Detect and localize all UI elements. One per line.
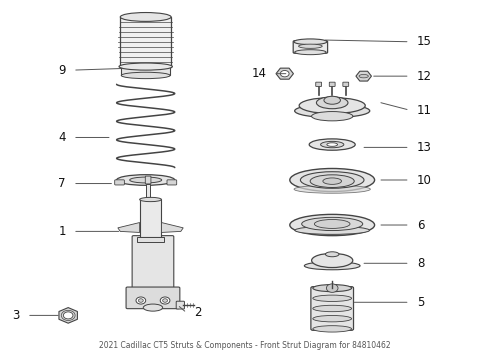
- Ellipse shape: [294, 185, 370, 193]
- Ellipse shape: [317, 97, 348, 109]
- Circle shape: [136, 297, 146, 304]
- FancyBboxPatch shape: [140, 199, 161, 237]
- Text: 15: 15: [417, 35, 432, 48]
- Ellipse shape: [290, 168, 374, 192]
- Circle shape: [280, 71, 289, 77]
- FancyBboxPatch shape: [343, 82, 349, 86]
- FancyBboxPatch shape: [176, 301, 184, 309]
- Text: 11: 11: [417, 104, 432, 117]
- Circle shape: [160, 297, 170, 304]
- FancyBboxPatch shape: [293, 41, 328, 53]
- Polygon shape: [118, 222, 140, 233]
- Ellipse shape: [313, 305, 352, 312]
- FancyBboxPatch shape: [121, 67, 170, 76]
- Ellipse shape: [312, 112, 353, 121]
- FancyBboxPatch shape: [126, 287, 180, 309]
- Ellipse shape: [315, 220, 350, 228]
- Ellipse shape: [294, 104, 370, 117]
- Ellipse shape: [323, 178, 342, 184]
- Ellipse shape: [325, 252, 339, 257]
- Ellipse shape: [298, 44, 322, 48]
- Ellipse shape: [312, 253, 353, 267]
- Ellipse shape: [302, 217, 363, 230]
- Text: 12: 12: [417, 69, 432, 83]
- Ellipse shape: [327, 143, 338, 146]
- Polygon shape: [276, 68, 294, 79]
- FancyBboxPatch shape: [115, 180, 124, 185]
- Circle shape: [326, 284, 338, 292]
- Ellipse shape: [117, 175, 175, 185]
- Text: 10: 10: [417, 174, 432, 186]
- Ellipse shape: [143, 304, 163, 311]
- Circle shape: [63, 312, 73, 319]
- Ellipse shape: [300, 172, 364, 188]
- Ellipse shape: [120, 13, 171, 21]
- Ellipse shape: [313, 284, 352, 292]
- FancyBboxPatch shape: [316, 82, 321, 86]
- Text: 7: 7: [58, 177, 66, 190]
- Ellipse shape: [294, 39, 327, 45]
- Text: 8: 8: [417, 257, 424, 270]
- FancyBboxPatch shape: [120, 17, 171, 67]
- FancyBboxPatch shape: [311, 287, 353, 330]
- Polygon shape: [161, 222, 183, 233]
- Ellipse shape: [304, 262, 360, 270]
- FancyBboxPatch shape: [146, 184, 150, 199]
- Text: 5: 5: [417, 296, 424, 309]
- Circle shape: [138, 299, 143, 302]
- Ellipse shape: [119, 63, 172, 70]
- FancyBboxPatch shape: [137, 237, 164, 242]
- Ellipse shape: [313, 315, 352, 322]
- FancyBboxPatch shape: [132, 236, 174, 294]
- Text: 2021 Cadillac CT5 Struts & Components - Front Strut Diagram for 84810462: 2021 Cadillac CT5 Struts & Components - …: [99, 341, 391, 350]
- Text: 13: 13: [417, 141, 432, 154]
- Text: 14: 14: [252, 67, 267, 80]
- Ellipse shape: [310, 175, 354, 188]
- FancyBboxPatch shape: [167, 180, 177, 185]
- Ellipse shape: [299, 98, 365, 113]
- Text: 4: 4: [58, 131, 66, 144]
- Text: 6: 6: [417, 219, 424, 231]
- Text: 9: 9: [58, 64, 66, 77]
- Ellipse shape: [295, 226, 369, 234]
- Text: 1: 1: [58, 225, 66, 238]
- Ellipse shape: [324, 96, 341, 104]
- Ellipse shape: [294, 50, 326, 55]
- Polygon shape: [356, 71, 371, 81]
- Ellipse shape: [290, 215, 374, 236]
- Ellipse shape: [320, 141, 344, 148]
- Circle shape: [163, 299, 168, 302]
- FancyBboxPatch shape: [146, 176, 151, 184]
- Ellipse shape: [140, 197, 161, 202]
- Ellipse shape: [359, 75, 368, 78]
- Ellipse shape: [313, 295, 352, 301]
- Ellipse shape: [313, 326, 352, 332]
- Ellipse shape: [121, 72, 170, 78]
- Text: 3: 3: [12, 309, 20, 322]
- Polygon shape: [59, 307, 77, 323]
- Ellipse shape: [309, 139, 355, 150]
- Text: 2: 2: [194, 306, 201, 319]
- Ellipse shape: [130, 177, 162, 183]
- FancyBboxPatch shape: [329, 82, 335, 86]
